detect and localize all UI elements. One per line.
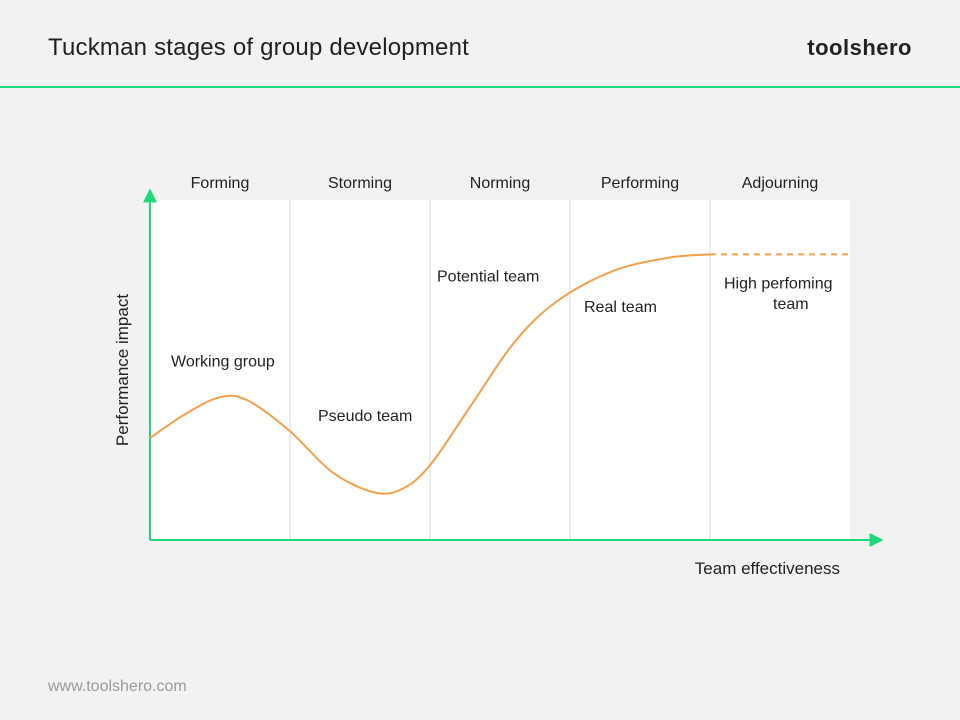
footer-url: www.toolshero.com [48, 678, 187, 696]
stage-label: Forming [191, 175, 250, 192]
stage-label: Norming [470, 175, 530, 192]
y-axis-label: Performance impact [113, 294, 132, 446]
stage-label: Adjourning [742, 175, 819, 192]
x-axis-label: Team effectiveness [695, 559, 840, 578]
curve-annotation: Potential team [437, 269, 539, 286]
header-rule [0, 86, 960, 88]
curve-annotation: Working group [171, 354, 275, 371]
curve-annotation: Real team [584, 299, 657, 316]
brand-logo: toolshero [807, 35, 912, 61]
curve-annotation: High perfoming [724, 275, 833, 292]
curve-annotation: team [773, 296, 809, 313]
chart-svg: Forming Storming Norming Performing Adjourni… [110, 170, 890, 590]
header: Tuckman stages of group development tool… [0, 0, 960, 86]
stage-label: Performing [601, 175, 679, 192]
page-title: Tuckman stages of group development [48, 34, 469, 62]
curve-annotation: Pseudo team [318, 408, 412, 425]
tuckman-chart: Forming Storming Norming Performing Adjourni… [110, 170, 890, 590]
stage-label: Storming [328, 175, 392, 192]
